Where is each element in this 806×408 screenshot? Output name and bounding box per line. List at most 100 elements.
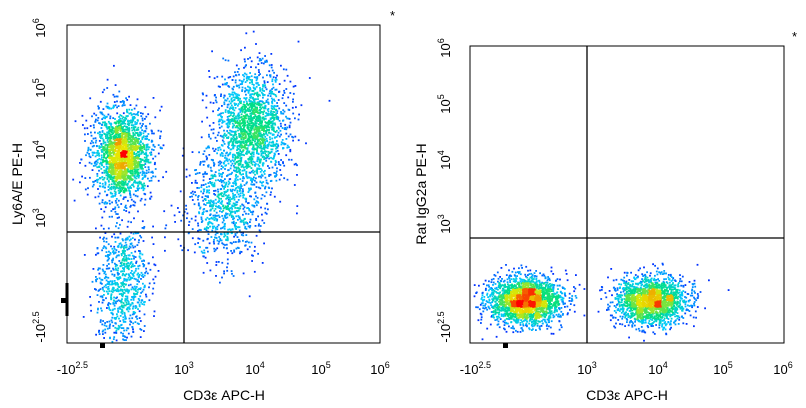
event-dot	[113, 95, 116, 98]
event-dot	[128, 170, 131, 173]
event-dot	[143, 330, 145, 332]
event-dot	[153, 315, 155, 317]
event-dot	[110, 128, 113, 131]
event-dot	[111, 133, 114, 136]
event-dot	[162, 144, 165, 147]
event-dot	[133, 271, 136, 274]
event-dot	[242, 137, 245, 139]
event-dot	[115, 161, 117, 164]
event-dot	[139, 158, 142, 161]
event-dot	[234, 178, 237, 181]
event-dot	[131, 296, 134, 299]
event-dot	[153, 132, 155, 135]
event-dot	[227, 132, 230, 134]
event-dot	[137, 171, 140, 174]
event-dot	[258, 71, 260, 73]
event-dot	[255, 186, 258, 188]
event-dot	[205, 106, 208, 109]
event-dot	[265, 212, 268, 215]
event-dot	[138, 305, 141, 308]
event-dot	[220, 118, 223, 121]
event-dot	[233, 144, 236, 147]
event-dot	[104, 201, 107, 203]
event-dot	[220, 168, 223, 170]
event-dot	[266, 129, 269, 131]
event-dot	[126, 267, 129, 270]
event-dot	[131, 313, 134, 316]
event-dot	[217, 206, 220, 209]
event-dot	[222, 140, 225, 143]
event-dot	[133, 161, 136, 164]
event-dot	[217, 190, 220, 193]
event-dot	[260, 62, 263, 64]
event-dot	[120, 127, 122, 130]
event-dot	[276, 167, 278, 170]
event-dot	[100, 154, 103, 157]
event-dot	[101, 295, 104, 298]
event-dot	[265, 191, 268, 194]
event-dot	[109, 163, 112, 166]
event-dot	[114, 282, 117, 285]
event-dot	[250, 160, 252, 163]
event-dot	[221, 75, 224, 78]
event-dot	[236, 178, 239, 181]
event-dot	[292, 85, 295, 88]
event-dot	[103, 294, 105, 296]
event-dot	[120, 331, 122, 334]
event-dot	[114, 193, 117, 196]
event-dot	[272, 86, 275, 89]
event-dot	[270, 156, 272, 159]
event-dot	[259, 94, 261, 97]
event-dot	[133, 175, 136, 177]
event-dot	[111, 215, 113, 218]
event-dot	[133, 217, 135, 220]
event-dot	[236, 201, 239, 203]
event-dot	[229, 76, 232, 78]
event-dot	[110, 142, 113, 144]
event-dot	[104, 117, 106, 120]
event-dot	[220, 173, 222, 175]
event-dot	[228, 108, 231, 110]
event-dot	[268, 136, 271, 139]
event-dot	[247, 176, 250, 179]
event-dot	[248, 150, 251, 153]
event-dot	[197, 198, 199, 201]
event-dot	[237, 115, 239, 118]
event-dot	[125, 339, 127, 341]
event-dot	[191, 190, 194, 193]
event-dot	[236, 71, 239, 73]
event-dot	[262, 102, 265, 105]
event-dot	[160, 105, 163, 108]
event-dot	[132, 146, 135, 149]
event-dot	[198, 212, 201, 215]
event-dot	[239, 220, 242, 223]
event-dot	[104, 141, 107, 144]
event-dot	[136, 165, 138, 167]
event-dot	[123, 100, 125, 103]
event-dot	[276, 140, 278, 142]
event-dot	[132, 160, 135, 162]
event-dot	[278, 90, 281, 93]
event-dot	[210, 174, 213, 177]
event-dot	[213, 77, 216, 80]
event-dot	[109, 191, 112, 194]
event-dot	[236, 119, 239, 122]
event-dot	[226, 236, 229, 239]
event-dot	[224, 205, 227, 208]
event-dot	[109, 280, 112, 283]
event-dot	[224, 184, 227, 187]
event-dot	[133, 117, 136, 119]
event-dot	[101, 118, 104, 120]
event-dot	[223, 103, 226, 106]
event-dot	[98, 131, 101, 133]
event-dot	[244, 137, 247, 140]
event-dot	[235, 97, 238, 99]
event-dot	[127, 144, 130, 146]
event-dot	[218, 205, 220, 207]
event-dot	[134, 245, 137, 248]
event-dot	[129, 283, 132, 286]
event-dot	[132, 311, 135, 313]
event-dot	[259, 58, 261, 60]
event-dot	[283, 110, 286, 113]
event-dot	[99, 100, 102, 103]
